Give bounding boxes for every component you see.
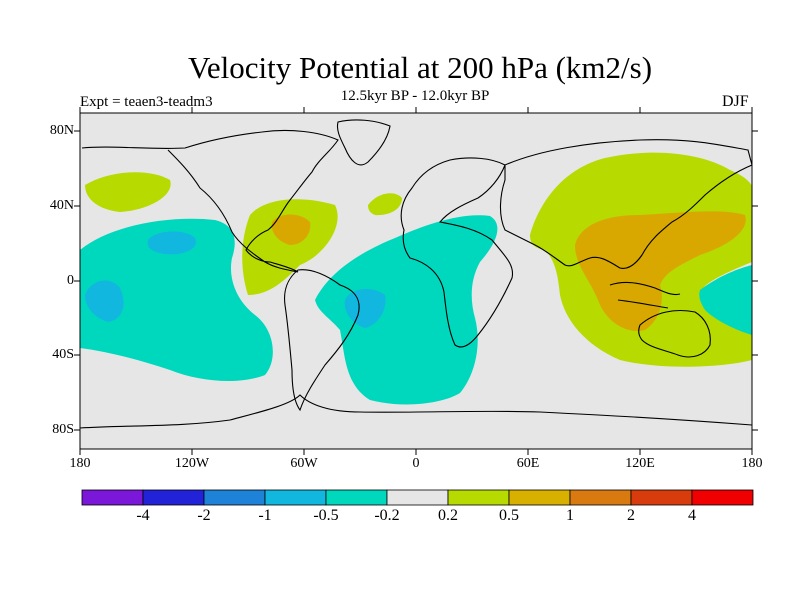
map-title: Velocity Potential at 200 hPa (km2/s)	[187, 50, 653, 85]
coast-asia	[499, 139, 752, 269]
positive-region-americas	[242, 199, 338, 295]
coast-antarctica	[80, 394, 752, 429]
coast-south-america	[284, 269, 360, 412]
lon-label-180e: 180	[741, 456, 763, 471]
lat-label-80s: 80S	[52, 422, 74, 437]
colorbar-label: -0.5	[313, 507, 339, 524]
colorbar-label: -1	[258, 507, 272, 524]
colorbar-label: 2	[627, 507, 635, 524]
colorbar-label: 0.5	[499, 507, 519, 524]
colorbar-swatch	[508, 489, 571, 506]
colorbar-swatch	[325, 489, 388, 506]
negative-region-atlantic-africa	[315, 215, 498, 405]
colorbar-swatch	[264, 489, 327, 506]
lon-label-120w: 120W	[174, 456, 210, 471]
colorbar-swatch	[691, 489, 754, 506]
colorbar-label: -2	[197, 507, 211, 524]
coast-north-america	[81, 129, 339, 273]
positive-core-caribbean	[271, 214, 311, 245]
map-subtitle: 12.5kyr BP - 12.0kyr BP	[340, 88, 490, 104]
colorbar	[81, 489, 754, 506]
colorbar-swatch	[386, 489, 449, 506]
coast-australia	[638, 309, 711, 358]
coast-indonesia	[609, 281, 681, 309]
colorbar-swatch	[142, 489, 205, 506]
colorbar-label: -4	[136, 507, 150, 524]
lon-label-60e: 60E	[516, 456, 540, 471]
colorbar-swatch	[569, 489, 632, 506]
lon-label-120e: 120E	[625, 456, 655, 471]
positive-core-maritime-continent	[575, 211, 746, 331]
lat-label-40n: 40N	[49, 198, 74, 213]
lat-label-eq: 0	[67, 273, 74, 288]
season-label: DJF	[722, 93, 749, 110]
colorbar-label: -0.2	[374, 507, 400, 524]
coast-europe-africa	[400, 157, 514, 348]
coastlines	[80, 119, 752, 429]
negative-core-south-atlantic	[344, 288, 386, 328]
lon-label-60w: 60W	[290, 456, 318, 471]
coast-greenland	[336, 119, 391, 166]
lat-label-80n: 80N	[49, 123, 74, 138]
negative-region-west-pacific	[699, 265, 752, 335]
axis-ticks	[74, 107, 758, 455]
colorbar-swatch	[447, 489, 510, 506]
negative-core-central-pacific	[147, 231, 196, 255]
colorbar-label: 0.2	[438, 507, 458, 524]
colorbar-swatch	[203, 489, 266, 506]
experiment-label: Expt = teaen3-teadm3	[80, 94, 213, 110]
colorbar-swatch	[630, 489, 693, 506]
negative-region-pacific	[80, 218, 273, 382]
positive-region-north-atlantic	[368, 193, 402, 216]
colorbar-swatch	[81, 489, 144, 506]
field-layer	[80, 113, 752, 449]
lat-label-40s: 40S	[52, 347, 74, 362]
positive-region-north-pacific	[85, 172, 171, 212]
lon-label-0: 0	[412, 456, 420, 471]
colorbar-label: 4	[688, 507, 696, 524]
lon-label-180w: 180	[69, 456, 91, 471]
negative-core-east-pacific	[85, 280, 124, 322]
colorbar-label: 1	[566, 507, 574, 524]
